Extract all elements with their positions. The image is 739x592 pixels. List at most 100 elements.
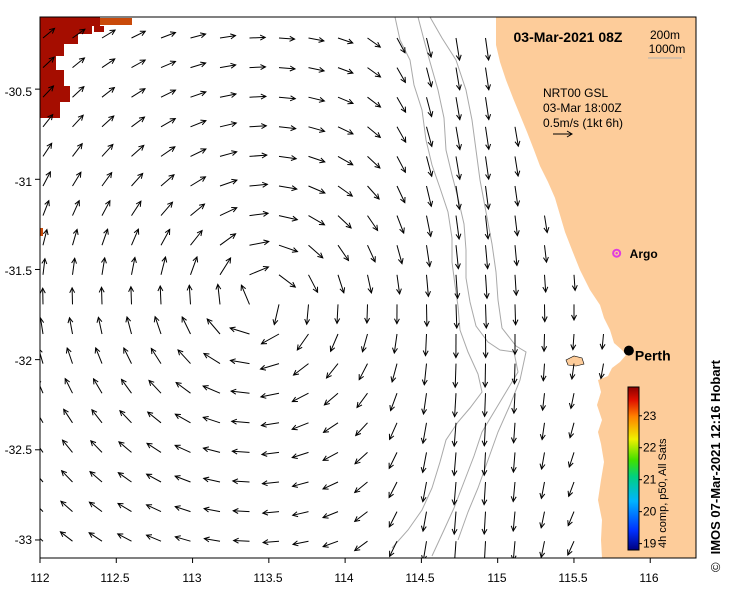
- current-vector: [337, 67, 354, 75]
- current-vector: [125, 315, 132, 335]
- land-rottnest: [565, 355, 585, 367]
- current-vector: [388, 511, 398, 528]
- current-vector: [484, 215, 491, 240]
- current-vector: [512, 334, 518, 356]
- current-vector: [367, 37, 382, 48]
- current-vector: [337, 185, 354, 197]
- current-vector: [249, 152, 268, 159]
- current-vector: [131, 256, 137, 275]
- current-vector: [455, 185, 462, 211]
- current-vector: [101, 171, 113, 187]
- current-vector: [455, 37, 462, 62]
- current-vector: [510, 541, 517, 558]
- current-vector: [389, 540, 398, 558]
- current-vector: [568, 422, 575, 439]
- current-vector: [541, 304, 548, 323]
- current-vector: [160, 31, 177, 39]
- legend-model: NRT00 GSL: [543, 86, 608, 100]
- current-vector: [40, 349, 44, 364]
- current-vector: [206, 318, 221, 335]
- current-vector: [291, 481, 309, 488]
- current-vector: [89, 563, 102, 571]
- current-vector: [452, 363, 459, 389]
- x-tick-114-5: 114.5: [405, 571, 434, 585]
- contour-label-1000m: 1000m: [649, 42, 686, 56]
- current-vector: [510, 481, 517, 503]
- x-tick-112-5: 112.5: [100, 571, 129, 585]
- current-vector: [119, 409, 132, 424]
- current-vector: [67, 316, 74, 335]
- current-vector: [259, 392, 280, 399]
- current-vector: [131, 172, 144, 187]
- current-vector: [72, 228, 79, 246]
- current-vector: [308, 244, 324, 259]
- current-vector: [177, 349, 191, 364]
- current-vector: [322, 422, 339, 434]
- current-vector: [219, 207, 238, 217]
- current-vector: [308, 37, 326, 43]
- current-vector: [40, 507, 44, 512]
- current-vector: [510, 511, 517, 533]
- current-vector: [481, 481, 488, 506]
- current-vector: [455, 156, 462, 181]
- current-vector: [150, 347, 162, 364]
- current-vector: [101, 29, 117, 39]
- current-vector: [240, 284, 250, 305]
- legend-time: 03-Mar 18:00Z: [543, 101, 622, 115]
- current-vector: [202, 385, 221, 394]
- y-tick-32-5: -32.5: [5, 443, 33, 457]
- current-vector: [514, 185, 521, 207]
- current-vector: [367, 274, 374, 294]
- current-vector: [454, 245, 461, 270]
- current-vector: [131, 200, 142, 216]
- current-vector: [92, 377, 103, 394]
- current-vector: [367, 156, 381, 169]
- plot-frame: [39, 16, 697, 559]
- argo-marker: [612, 248, 622, 258]
- current-vector: [426, 126, 434, 148]
- colorbar-tick-19: 19: [643, 537, 657, 551]
- current-vector: [278, 155, 298, 161]
- current-vector: [91, 408, 103, 424]
- y-axis: -30.5 -31 -31.5 -32 -32.5 -33: [5, 85, 33, 547]
- current-vector: [278, 125, 297, 132]
- current-vector: [396, 274, 402, 296]
- current-vector: [481, 511, 488, 536]
- current-vector: [42, 27, 56, 39]
- current-vector: [203, 506, 221, 513]
- current-vector: [293, 570, 308, 575]
- current-vector: [42, 142, 53, 157]
- current-vector: [190, 203, 206, 216]
- current-vector: [40, 537, 44, 542]
- current-vector: [88, 501, 103, 513]
- current-vector: [356, 392, 368, 409]
- current-vector: [90, 440, 103, 453]
- perth-label: Perth: [635, 348, 671, 364]
- current-vector: [40, 447, 44, 453]
- sst-colorbar: 19 20 21 22 23 4h comp, p50, All Sats: [627, 386, 669, 551]
- current-vector: [420, 452, 427, 474]
- current-vector: [278, 95, 297, 102]
- current-vector: [72, 57, 86, 68]
- current-vector: [308, 274, 319, 294]
- current-vector: [131, 88, 146, 98]
- current-vector: [190, 229, 203, 246]
- current-vector: [337, 215, 352, 229]
- current-vector: [41, 257, 48, 275]
- current-vector: [249, 239, 270, 246]
- colorbar-ramp: [627, 386, 640, 551]
- current-vector: [89, 470, 103, 483]
- current-vector: [292, 363, 309, 376]
- current-vector: [321, 511, 339, 519]
- current-vector: [396, 67, 406, 84]
- current-vector: [42, 170, 51, 187]
- current-vector: [101, 115, 115, 128]
- current-vector: [147, 565, 162, 571]
- current-vector: [308, 155, 326, 164]
- current-vector: [249, 93, 268, 100]
- current-vector: [215, 283, 222, 305]
- current-vector: [123, 346, 132, 364]
- current-vector: [539, 481, 546, 500]
- current-vector: [421, 363, 428, 386]
- current-vector: [426, 185, 434, 208]
